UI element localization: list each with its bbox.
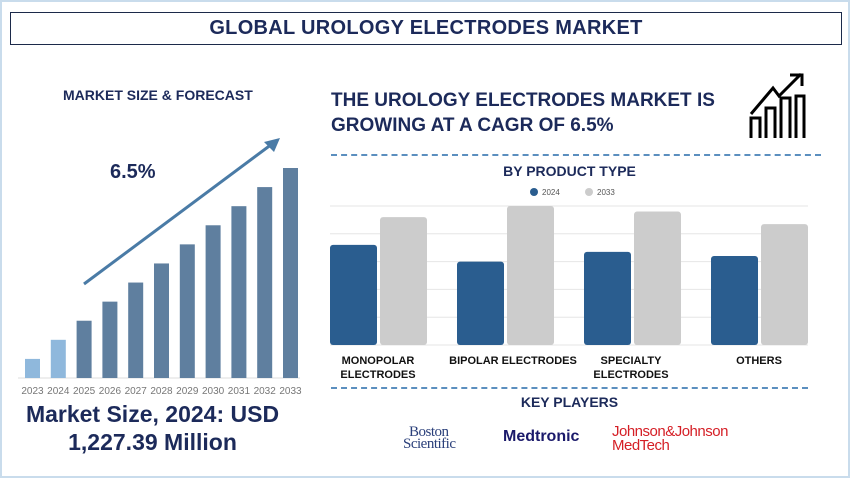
bar-2033 xyxy=(634,211,681,345)
bar xyxy=(179,244,195,378)
logo-text: Boston xyxy=(409,424,449,440)
logo-text: Johnson&Johnson xyxy=(612,423,728,440)
category-label: OTHERS xyxy=(736,355,782,367)
bar xyxy=(154,263,169,378)
tick-label: 2033 xyxy=(279,386,302,397)
tick-label: 2026 xyxy=(99,386,122,397)
headline-line2: GROWING AT A CAGR OF 6.5% xyxy=(331,115,614,136)
market-size-text: Market Size, 2024: USD 1,227.39 Million xyxy=(0,400,305,456)
tick-label: 2028 xyxy=(150,386,173,397)
market-size-subtitle: MARKET SIZE & FORECAST xyxy=(63,87,253,103)
bar-2033 xyxy=(761,224,808,345)
page-title: GLOBAL UROLOGY ELECTRODES MARKET xyxy=(10,12,842,45)
market-size-line2: 1,227.39 Million xyxy=(68,429,237,455)
bar xyxy=(128,282,144,378)
legend-marker xyxy=(585,188,593,196)
cagr-label: 6.5% xyxy=(110,161,156,183)
bar xyxy=(50,339,66,378)
forecast-chart: 2023 2024 2025 2026 2027 2028 2029 2030 2031 2032… xyxy=(18,138,302,397)
headline: THE UROLOGY ELECTRODES MARKET IS GROWING… xyxy=(331,88,715,138)
bar-2033 xyxy=(380,217,427,345)
legend-label: 2024 xyxy=(542,188,560,197)
bar-2033 xyxy=(507,206,554,345)
divider xyxy=(331,387,808,389)
bar xyxy=(25,358,40,378)
medtronic-logo: Medtronic xyxy=(503,428,580,445)
bar-2024 xyxy=(711,256,758,345)
tick-label: 2025 xyxy=(73,386,96,397)
bar xyxy=(257,187,273,378)
product-type-title: BY PRODUCT TYPE xyxy=(503,163,636,179)
tick-label: 2030 xyxy=(202,386,225,397)
bar-2024 xyxy=(584,251,631,345)
boston-scientific-logo: Boston Scientific xyxy=(403,424,456,452)
product-type-chart: 2024 2033 xyxy=(330,188,808,346)
tick-label: 2029 xyxy=(176,386,199,397)
logo-text: MedTech xyxy=(612,437,670,454)
legend-marker xyxy=(530,188,538,196)
category-label: BIPOLAR ELECTRODES xyxy=(449,355,577,367)
logo-text: Scientific xyxy=(403,436,456,452)
category-label: MONOPOLAR ELECTRODES xyxy=(340,355,416,381)
key-players-title: KEY PLAYERS xyxy=(520,394,619,410)
market-size-line1: Market Size, 2024: USD xyxy=(25,401,280,427)
jj-medtech-logo: Johnson&Johnson MedTech xyxy=(612,423,728,454)
bar xyxy=(205,225,221,378)
category-label: SPECIALTY ELECTRODES xyxy=(593,355,669,381)
growth-arrow xyxy=(83,142,273,286)
bar xyxy=(283,168,298,378)
bar-2024 xyxy=(457,261,504,345)
tick-label: 2023 xyxy=(21,386,44,397)
tick-label: 2032 xyxy=(254,386,277,397)
bar xyxy=(76,320,92,378)
bar-2024 xyxy=(330,244,377,345)
tick-label: 2031 xyxy=(228,386,251,397)
tick-label: 2024 xyxy=(47,386,70,397)
growth-chart-icon xyxy=(749,72,806,138)
bar xyxy=(231,206,247,378)
headline-line1: THE UROLOGY ELECTRODES MARKET IS xyxy=(331,90,715,111)
bar xyxy=(102,301,118,378)
legend-label: 2033 xyxy=(597,188,615,197)
divider xyxy=(331,154,821,156)
tick-label: 2027 xyxy=(125,386,148,397)
arrow-head-icon xyxy=(264,138,280,152)
